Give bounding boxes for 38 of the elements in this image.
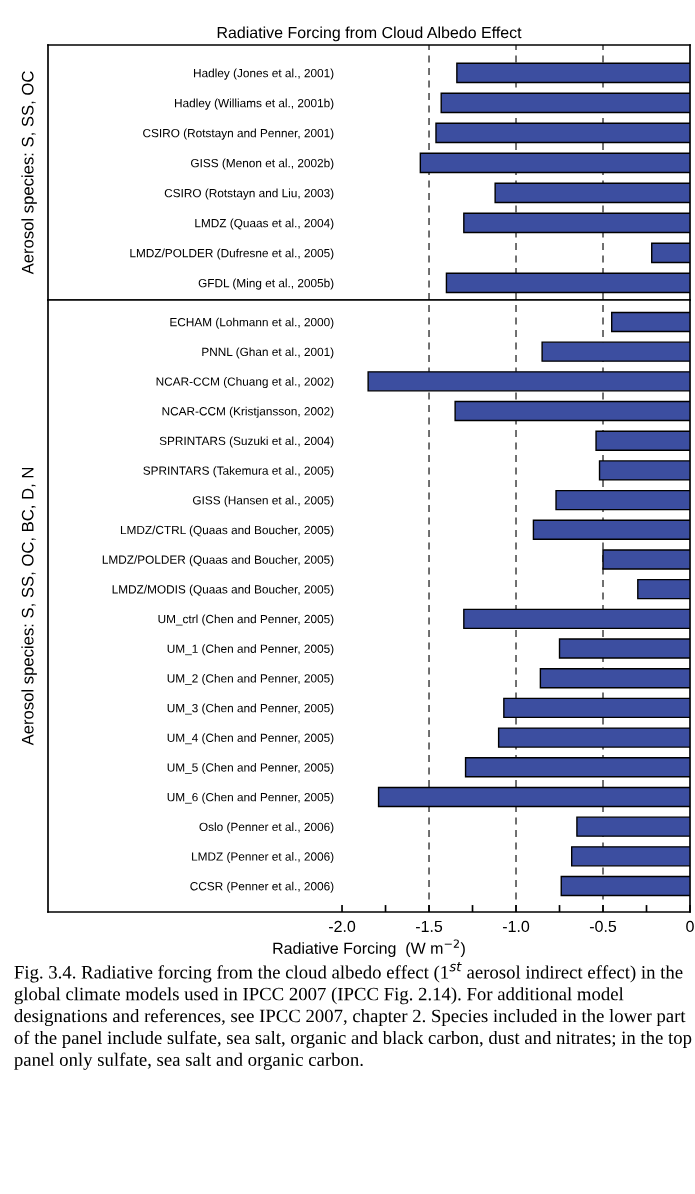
y-tick-label: UM_6 (Chen and Penner, 2005) [167, 792, 334, 804]
y-tick-label: LMDZ (Penner et al., 2006) [192, 852, 334, 864]
y-tick-label: PNNL (Ghan et al., 2001) [202, 347, 334, 359]
y-tick-label: GFDL (Ming et al., 2005b) [198, 278, 334, 290]
y-tick-label: UM_5 (Chen and Penner, 2005) [167, 763, 334, 774]
y-tick-label: LMDZ/CTRL (Quaas and Boucher, 2005) [120, 525, 334, 537]
y-tick-label: Hadley (Jones et al., 2001) [194, 68, 334, 80]
y-tick-label: UM_1 (Chen and Penner, 2005) [167, 644, 334, 656]
y-tick-label: Oslo (Penner et al., 2006) [199, 822, 334, 834]
chart-title: Radiative Forcing from Cloud Albedo Effect [217, 26, 522, 42]
caption: Fig. 3.4. Radiative forcing from the cloud albedo effect (1$^{st}$ aerosol indirect effect) in the global climate models used in IPCC 2007 (IPCC Fig. 2.14). For additional model designations and references, see IPCC 2007, chapter 2. Species included in the lower part of the panel include sulfate, sea salt, organic and black carbon, dust and nitrates; in the top panel only sulfate, sea salt and organic carbon. [14, 962, 692, 1070]
y-tick-label: LMDZ (Quaas et al., 2004) [195, 218, 334, 230]
y-tick-label: ECHAM (Lohmann et al., 2000) [170, 317, 334, 329]
x-tick-label: -1.5 [415, 920, 443, 933]
y-tick-label: UM_2 (Chen and Penner, 2005) [167, 673, 334, 685]
x-tick-label: -1.0 [502, 920, 530, 933]
y-axis-title: Aerosol species: S, SS, OC, BC, D, N [21, 467, 37, 746]
y-tick-label: UM_ctrl (Chen and Penner, 2005) [158, 614, 334, 626]
x-tick-label: 0 [686, 920, 694, 933]
y-tick-label: Hadley (Williams et al., 2001b) [175, 98, 334, 110]
y-axis-title: Aerosol species: S, SS, OC [21, 71, 37, 275]
x-tick-label: -0.5 [589, 920, 617, 933]
y-tick-label: LMDZ/POLDER (Dufresne et al., 2005) [130, 248, 334, 260]
y-tick-label: CSIRO (Rotstayn and Liu, 2003) [164, 188, 334, 200]
y-tick-label: LMDZ/POLDER (Quaas and Boucher, 2005) [102, 555, 334, 567]
y-tick-label: CSIRO (Rotstayn and Penner, 2001) [143, 128, 334, 140]
y-tick-label: CCSR (Penner et al., 2006) [190, 881, 334, 893]
y-tick-label: GISS (Menon et al., 2002b) [191, 158, 334, 170]
y-tick-label: UM_4 (Chen and Penner, 2005) [167, 733, 334, 745]
y-tick-label: NCAR-CCM (Kristjansson, 2002) [162, 406, 334, 418]
y-tick-label: GISS (Hansen et al., 2005) [192, 495, 334, 507]
x-tick-label: -2.0 [328, 920, 356, 933]
y-tick-label: UM_3 (Chen and Penner, 2005) [167, 703, 334, 715]
y-tick-label: SPRINTARS (Takemura et al., 2005) [143, 466, 334, 478]
y-tick-label: NCAR-CCM (Chuang et al., 2002) [156, 377, 334, 389]
y-tick-label: LMDZ/MODIS (Quaas and Boucher, 2005) [112, 584, 334, 596]
x-axis-title: Radiative Forcing (W m$^{−2}$) [273, 939, 465, 958]
y-tick-label: SPRINTARS (Suzuki et al., 2004) [159, 436, 334, 448]
